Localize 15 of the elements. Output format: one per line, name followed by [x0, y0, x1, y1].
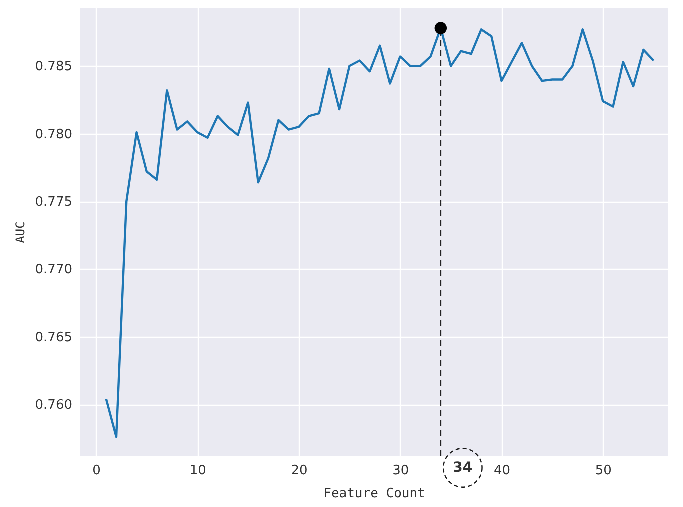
- y-tick-label: 0.775: [35, 195, 72, 210]
- x-tick-label: 10: [190, 464, 206, 478]
- y-tick-label: 0.785: [35, 60, 72, 75]
- x-tick-label: 30: [392, 464, 410, 478]
- x-tick-label: 0: [92, 464, 101, 478]
- y-axis-title: AUC: [13, 222, 28, 244]
- y-tick-label: 0.765: [35, 330, 72, 346]
- x-tick-label: 40: [494, 464, 511, 478]
- ref-line-label: 34: [453, 460, 473, 476]
- x-axis-title: Feature Count: [324, 486, 426, 502]
- x-tick-label: 50: [595, 464, 612, 478]
- x-tick-label: 20: [291, 464, 308, 478]
- y-tick-label: 0.770: [35, 262, 72, 278]
- y-tick-label: 0.780: [35, 127, 72, 142]
- y-tick-label: 0.760: [35, 398, 72, 414]
